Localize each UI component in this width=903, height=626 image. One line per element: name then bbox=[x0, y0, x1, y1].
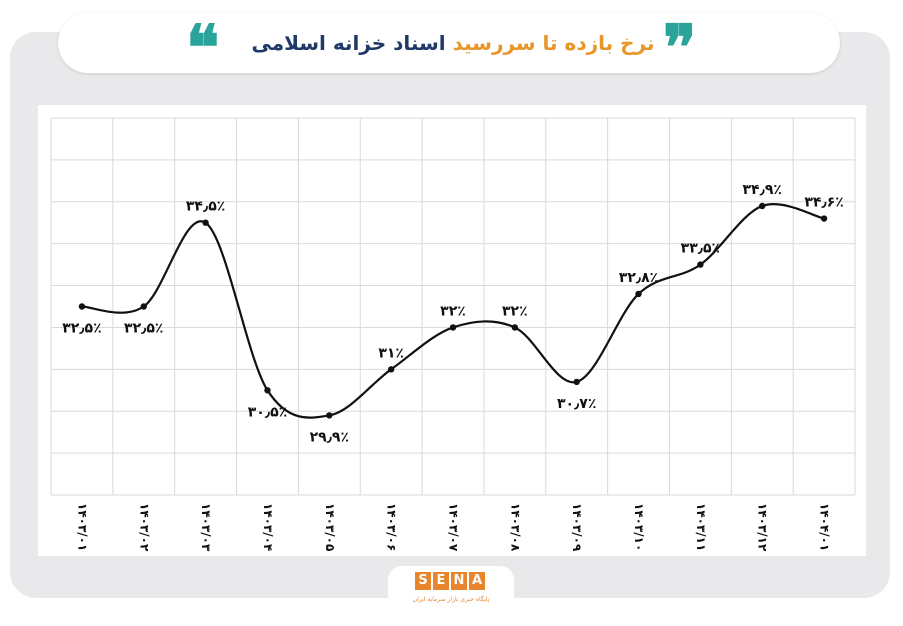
data-point bbox=[697, 261, 704, 268]
logo-subtitle: پایگاه خبری بازار سرمایه ایران bbox=[412, 596, 490, 603]
logo-letter: N bbox=[451, 572, 467, 590]
data-point bbox=[573, 378, 580, 386]
data-label: ۳۱٪ bbox=[378, 345, 404, 361]
x-tick-label: ۱۴۰۳/۱۰ bbox=[632, 503, 646, 551]
data-label: ۳۴٫۶٪ bbox=[804, 195, 843, 211]
data-label: ۳۲٫۸٪ bbox=[619, 270, 658, 286]
chart-title: نرخ بازده تا سررسید اسناد خزانه اسلامی bbox=[218, 26, 688, 60]
data-point bbox=[511, 324, 519, 331]
line-chart: ۳۲٫۵٪ ۳۲٫۵٪ ۳۴٫۵٪ ۳۰٫۵٪ ۲۹٫۹٪ ۳۱٪ ۳۲٪ ۳۲٪ ۳۰٫۷٪ ۳… bbox=[50, 117, 856, 552]
x-tick-label: ۱۴۰۳/۰۳ bbox=[199, 503, 213, 552]
data-point bbox=[78, 303, 86, 310]
x-tick-label: ۱۴۰۳/۱۱ bbox=[694, 503, 708, 551]
logo-letters: S E N A bbox=[415, 572, 485, 590]
data-point bbox=[759, 202, 766, 210]
x-tick-label: ۱۴۰۳/۰۹ bbox=[570, 503, 584, 552]
data-label: ۳۲٫۵٪ bbox=[62, 321, 101, 337]
logo-letter: E bbox=[433, 572, 449, 590]
open-quote-icon: ❝ bbox=[186, 11, 220, 84]
data-points bbox=[78, 202, 828, 419]
x-tick-label: ۱۴۰۳/۰۵ bbox=[323, 503, 337, 551]
close-quote-icon: ❞ bbox=[663, 11, 697, 84]
x-tick-label: ۱۴۰۳/۰۴ bbox=[261, 503, 275, 551]
logo-letter: S bbox=[415, 572, 431, 590]
data-label: ۳۰٫۷٪ bbox=[557, 396, 596, 412]
data-point bbox=[387, 366, 395, 373]
data-label: ۳۰٫۵٪ bbox=[248, 404, 287, 420]
data-point bbox=[820, 215, 828, 222]
data-label: ۳۲٪ bbox=[502, 303, 528, 319]
data-labels: ۳۲٫۵٪ ۳۲٫۵٪ ۳۴٫۵٪ ۳۰٫۵٪ ۲۹٫۹٪ ۳۱٪ ۳۲٪ ۳۲٪ ۳۰٫۷٪ ۳… bbox=[62, 182, 844, 445]
logo-letter: A bbox=[469, 572, 485, 590]
data-point bbox=[140, 303, 147, 310]
x-tick-label: ۱۴۰۳/۰۱ bbox=[75, 503, 89, 551]
data-label: ۳۴٫۵٪ bbox=[186, 199, 225, 215]
title-bar: ❝ نرخ بازده تا سررسید اسناد خزانه اسلامی… bbox=[58, 13, 840, 79]
plot-panel: ۳۲٫۵٪ ۳۲٫۵٪ ۳۴٫۵٪ ۳۰٫۵٪ ۲۹٫۹٪ ۳۱٪ ۳۲٪ ۳۲٪ ۳۰٫۷٪ ۳… bbox=[38, 105, 866, 556]
x-tick-label: ۱۴۰۳/۰۲ bbox=[137, 503, 151, 552]
x-tick-labels: ۱۴۰۳/۰۱ ۱۴۰۳/۰۲ ۱۴۰۳/۰۳ ۱۴۰۳/۰۴ ۱۴۰۳/۰۵ ۱۴۰۳/… bbox=[75, 503, 831, 552]
data-point bbox=[264, 387, 271, 394]
grid-lines bbox=[50, 117, 856, 496]
data-label: ۳۳٫۵٪ bbox=[681, 241, 720, 257]
x-tick-label: ۱۴۰۳/۱۲ bbox=[756, 503, 770, 552]
title-rest: اسناد خزانه اسلامی bbox=[251, 31, 446, 55]
data-point bbox=[635, 290, 642, 298]
x-tick-label: ۱۴۰۳/۰۷ bbox=[447, 503, 461, 552]
data-label: ۳۲٫۵٪ bbox=[124, 321, 163, 337]
sena-logo: S E N A پایگاه خبری بازار سرمایه ایران bbox=[388, 566, 514, 610]
data-label: ۳۲٪ bbox=[440, 303, 466, 319]
data-label: ۲۹٫۹٪ bbox=[310, 429, 349, 445]
title-highlight: نرخ بازده تا سررسید bbox=[452, 31, 655, 55]
data-point bbox=[449, 324, 457, 331]
data-point bbox=[202, 219, 209, 226]
data-point bbox=[326, 412, 333, 419]
x-tick-label: ۱۴۰۳/۰۶ bbox=[385, 503, 399, 551]
data-label: ۳۴٫۹٪ bbox=[743, 182, 782, 198]
x-tick-label: ۱۴۰۳/۰۸ bbox=[508, 503, 522, 552]
x-tick-label: ۱۴۰۴/۰۱ bbox=[818, 503, 832, 551]
